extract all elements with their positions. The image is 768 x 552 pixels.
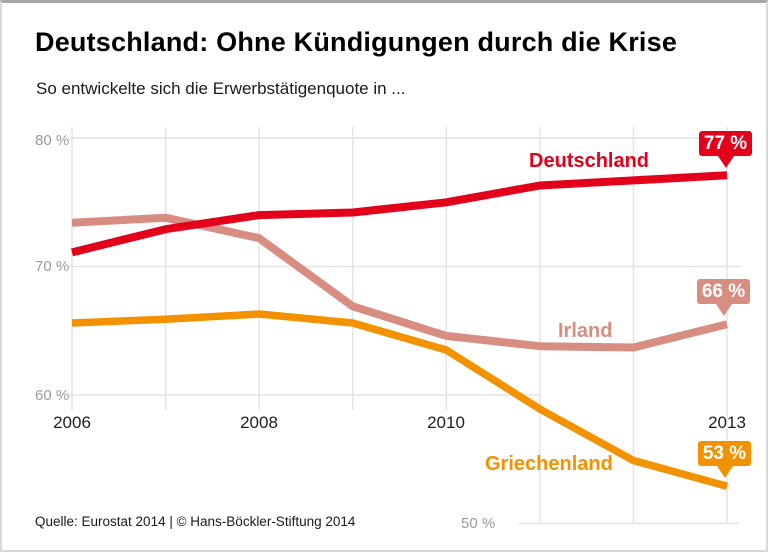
badge-pointer-icon [715,304,732,316]
y-tick-60: 60 % [35,387,70,404]
x-tick-2013: 2013 [708,413,746,432]
x-tick-2006: 2006 [53,413,91,432]
source-note: Quelle: Eurostat 2014 | © Hans-Böckler-S… [35,514,356,529]
x-tick-2008: 2008 [240,413,278,432]
series-label-griechenland: Griechenland [485,453,613,475]
value-badge-griechenland: 53 % [698,441,751,478]
y-tick-80: 80 % [35,132,70,149]
value-badge-griechenland-text: 53 % [702,443,747,464]
y-tick-70: 70 % [35,258,70,275]
value-badge-irland: 66 % [697,279,750,316]
y-tick-50: 50 % [461,515,496,532]
x-tick-2010: 2010 [427,413,465,432]
chart-title: Deutschland: Ohne Kündigungen durch die … [35,27,678,57]
line-chart-canvas [68,127,742,525]
value-badge-irland-text: 66 % [701,281,746,302]
series-label-deutschland: Deutschland [529,150,650,172]
chart-subtitle: So entwickelte sich die Erwerbstätigenqu… [36,79,406,98]
value-badge-deutschland-text: 77 % [703,133,748,154]
value-badge-deutschland: 77 % [699,131,752,168]
series-label-irland: Irland [558,320,613,342]
badge-pointer-icon [716,466,733,478]
badge-pointer-icon [717,156,734,168]
